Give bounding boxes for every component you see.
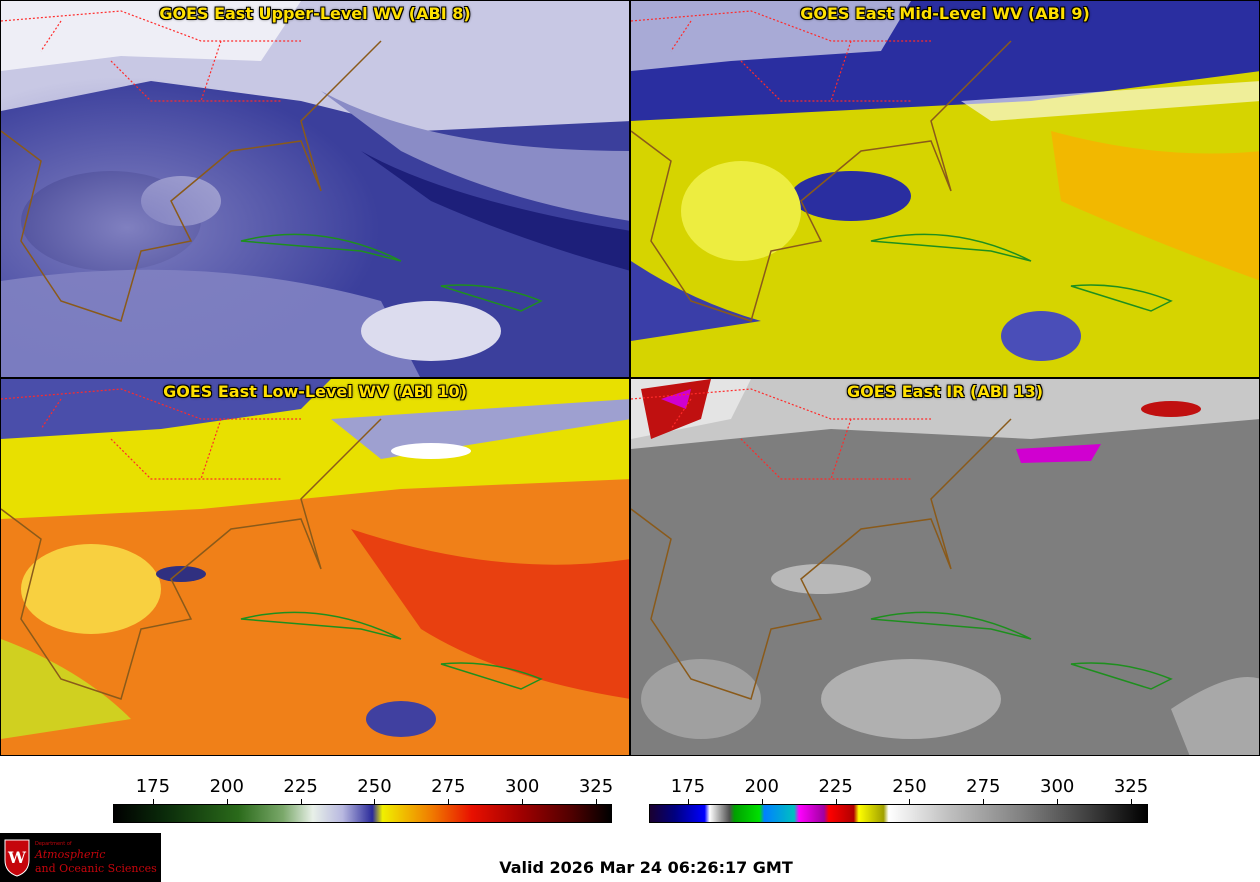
valid-time-text: Valid 2026 Mar 24 06:26:17 GMT: [499, 858, 793, 877]
ir-colorbar: 175 200 225 250 275 300 325: [649, 776, 1148, 826]
ir-tick-mark: [1057, 799, 1059, 804]
ir-tick-label: 250: [892, 776, 927, 797]
upper-level-wv-image: [1, 1, 629, 377]
ir-tick-mark: [909, 799, 911, 804]
panel-title: GOES East Upper-Level WV (ABI 8): [159, 4, 471, 23]
ir-image: [631, 379, 1259, 755]
crest-letter: W: [7, 848, 27, 867]
wv-tick-mark: [596, 799, 598, 804]
ir-colorbar-gradient: [649, 804, 1148, 823]
ir-tick-mark: [761, 799, 763, 804]
ir-tick-mark: [983, 799, 985, 804]
wv-tick-mark: [374, 799, 376, 804]
wv-tick-label: 200: [209, 776, 244, 797]
panel-upper-level-wv: GOES East Upper-Level WV (ABI 8): [0, 0, 630, 378]
low-level-wv-image: [1, 379, 629, 755]
ir-tick-label: 225: [818, 776, 853, 797]
logo-line-1: Department of: [35, 841, 72, 847]
mid-level-wv-image: [631, 1, 1259, 377]
wv-tick-label: 175: [135, 776, 171, 797]
logo-line-3: and Oceanic Sciences: [35, 862, 157, 875]
ir-tick-label: 325: [1113, 776, 1149, 797]
wv-tick-label: 275: [431, 776, 466, 797]
ir-tick-label: 275: [966, 776, 1001, 797]
wv-tick-label: 325: [578, 776, 614, 797]
wv-tick-mark: [152, 799, 154, 804]
wv-colorbar-gradient: [113, 804, 612, 823]
wv-tick-label: 225: [283, 776, 318, 797]
wv-tick-mark: [522, 799, 524, 804]
ir-tick-label: 300: [1039, 776, 1075, 797]
panel-mid-level-wv: GOES East Mid-Level WV (ABI 9): [630, 0, 1260, 378]
logo-line-2: Atmospheric: [35, 848, 106, 861]
panel-title: GOES East Low-Level WV (ABI 10): [163, 382, 467, 401]
panel-title: GOES East Mid-Level WV (ABI 9): [800, 4, 1090, 23]
ir-tick-label: 175: [670, 776, 706, 797]
wv-tick-label: 250: [357, 776, 392, 797]
ir-tick-mark: [835, 799, 837, 804]
wv-tick-mark: [226, 799, 228, 804]
panel-title: GOES East IR (ABI 13): [846, 382, 1044, 401]
ir-tick-label: 200: [744, 776, 779, 797]
uw-crest-icon: W: [4, 839, 30, 877]
wv-colorbar-ticks: 175 200 225 250 275 300 325: [113, 776, 614, 804]
ir-tick-mark: [687, 799, 689, 804]
ir-colorbar-ticks: 175 200 225 250 275 300 325: [649, 776, 1149, 804]
panel-ir: GOES East IR (ABI 13): [630, 378, 1260, 756]
wv-colorbar: 175 200 225 250 275 300 325: [113, 776, 614, 826]
panel-low-level-wv: GOES East Low-Level WV (ABI 10): [0, 378, 630, 756]
wv-tick-mark: [300, 799, 302, 804]
aos-logo: W Department of Atmospheric and Oceanic …: [0, 833, 161, 882]
ir-tick-mark: [1131, 799, 1133, 804]
wv-tick-label: 300: [504, 776, 540, 797]
wv-tick-mark: [448, 799, 450, 804]
